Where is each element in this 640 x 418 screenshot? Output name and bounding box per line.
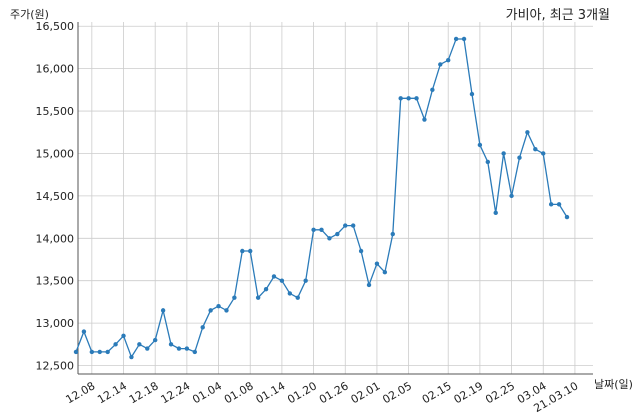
data-point xyxy=(200,325,205,330)
data-point xyxy=(533,147,538,152)
x-tick-label: 01.08 xyxy=(222,379,256,406)
data-point xyxy=(240,248,245,254)
data-point xyxy=(129,354,134,360)
y-axis-title: 주가(원) xyxy=(10,8,49,21)
x-tick-label: 12.18 xyxy=(127,379,161,406)
data-point xyxy=(208,308,213,313)
data-point xyxy=(295,295,300,300)
data-point xyxy=(501,151,506,156)
data-point xyxy=(453,36,459,42)
data-point xyxy=(327,236,332,241)
data-point xyxy=(152,337,158,343)
y-tick-label: 13,000 xyxy=(36,317,75,330)
data-point xyxy=(160,308,166,313)
y-tick-label: 16,000 xyxy=(36,63,75,76)
data-point xyxy=(287,291,293,296)
y-tick-label: 15,000 xyxy=(36,147,75,160)
x-tick-label: 02.19 xyxy=(452,379,486,406)
data-point xyxy=(176,346,182,351)
data-point xyxy=(525,130,530,135)
data-point xyxy=(303,278,308,283)
data-point xyxy=(224,308,229,313)
x-tick-label: 01.20 xyxy=(285,379,319,406)
data-point xyxy=(263,286,269,292)
data-point xyxy=(216,303,221,309)
y-tick-label: 16,500 xyxy=(36,20,75,33)
data-point xyxy=(335,231,340,237)
y-tick-label: 12,500 xyxy=(36,360,75,373)
y-tick-label: 15,500 xyxy=(36,105,75,118)
data-point xyxy=(81,329,87,334)
data-point xyxy=(232,295,237,300)
x-tick-label: 12.24 xyxy=(159,379,193,406)
data-point xyxy=(311,227,316,233)
chart-title: 가비아, 최근 3개월 xyxy=(505,8,610,23)
data-point xyxy=(438,62,443,67)
data-point xyxy=(556,202,562,207)
x-axis-title: 날짜(일) xyxy=(594,378,633,391)
data-point xyxy=(382,270,388,275)
data-point xyxy=(343,223,348,228)
data-point xyxy=(541,151,546,156)
data-point xyxy=(461,36,467,42)
x-tick-label: 01.04 xyxy=(190,379,224,406)
data-point xyxy=(121,333,126,339)
data-point xyxy=(105,349,110,355)
data-point xyxy=(168,342,174,347)
y-tick-label: 14,000 xyxy=(36,232,75,245)
x-tick-label: 12.08 xyxy=(64,379,98,406)
x-tick-label: 01.14 xyxy=(254,379,288,406)
data-point xyxy=(422,117,427,122)
data-point xyxy=(192,349,197,355)
data-point xyxy=(319,227,324,233)
x-tick-label: 01.26 xyxy=(317,379,351,406)
data-point xyxy=(493,210,498,216)
data-point xyxy=(564,214,570,220)
data-point xyxy=(366,282,372,288)
x-tick-label: 02.25 xyxy=(483,379,517,406)
data-point xyxy=(145,346,150,351)
x-tick-label: 02.05 xyxy=(380,379,414,406)
data-point xyxy=(446,57,451,63)
data-point xyxy=(350,223,356,228)
data-point xyxy=(113,342,118,347)
data-point xyxy=(469,91,475,97)
data-point xyxy=(477,142,483,148)
data-point xyxy=(271,274,277,279)
data-point xyxy=(184,346,190,351)
data-point xyxy=(279,278,285,283)
data-point xyxy=(406,96,411,101)
y-tick-label: 14,500 xyxy=(36,190,75,203)
x-tick-label: 12.14 xyxy=(95,379,129,406)
x-tick-label: 02.15 xyxy=(420,379,454,406)
data-point xyxy=(430,87,435,93)
series-line xyxy=(75,38,568,359)
data-point xyxy=(548,202,554,207)
data-point xyxy=(390,231,395,237)
data-point xyxy=(255,295,261,300)
data-point xyxy=(517,155,522,160)
y-tick-label: 13,500 xyxy=(36,275,75,288)
data-point xyxy=(485,159,491,165)
data-point xyxy=(358,248,364,254)
data-point xyxy=(97,349,102,355)
data-point xyxy=(89,349,95,355)
data-point xyxy=(414,96,419,101)
data-point xyxy=(137,342,142,347)
data-point xyxy=(374,261,380,266)
data-point xyxy=(509,193,514,199)
x-tick-label: 02.01 xyxy=(349,379,383,406)
data-point xyxy=(248,248,253,254)
data-point xyxy=(398,96,403,101)
data-point xyxy=(73,349,79,355)
